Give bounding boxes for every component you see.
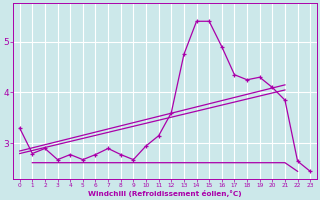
X-axis label: Windchill (Refroidissement éolien,°C): Windchill (Refroidissement éolien,°C) — [88, 190, 242, 197]
